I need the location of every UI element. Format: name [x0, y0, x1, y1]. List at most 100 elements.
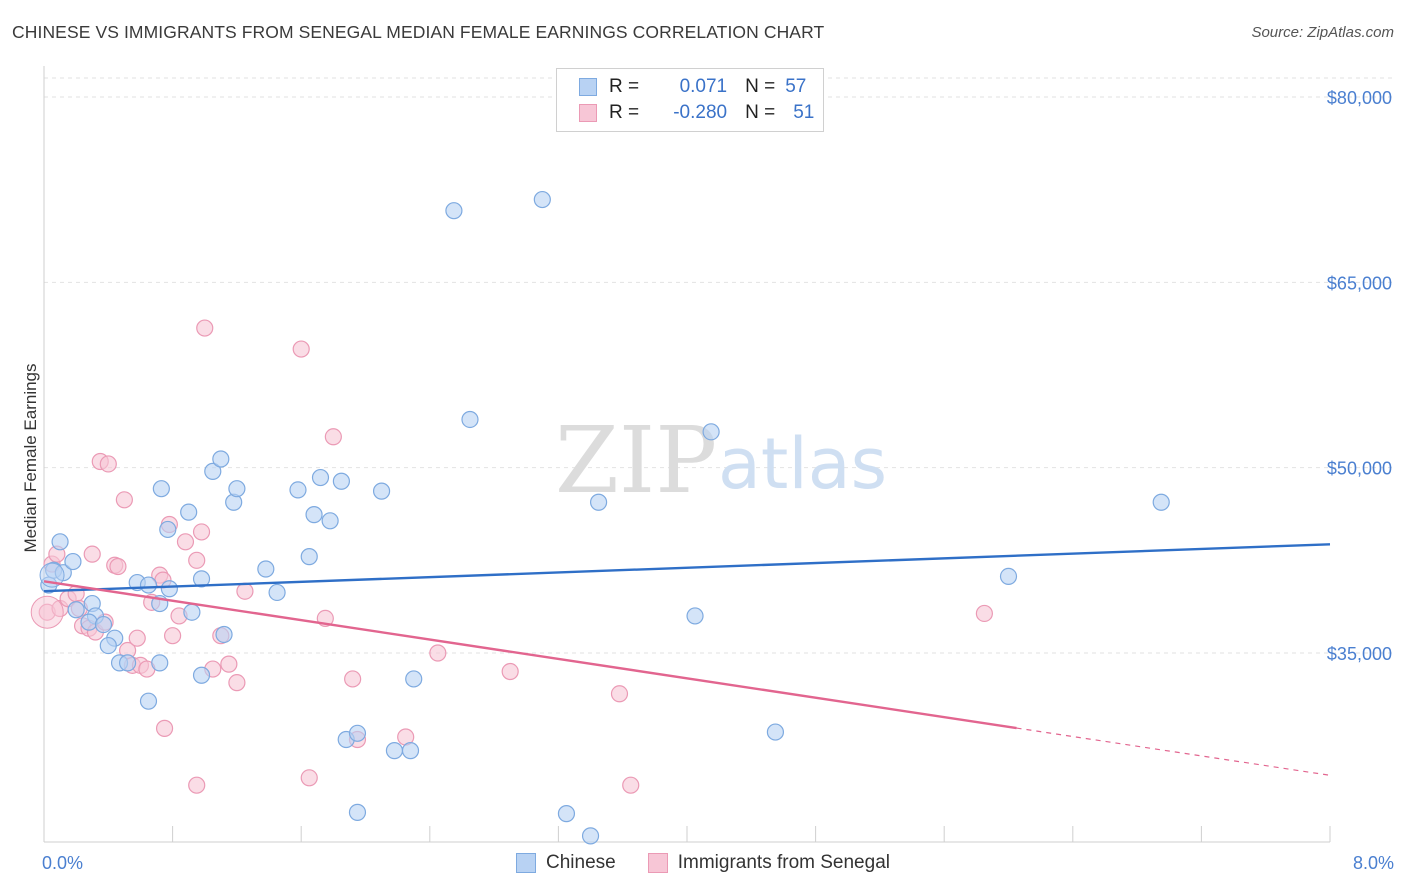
x-tick-label: 8.0% — [1353, 853, 1394, 873]
legend-box: R = 0.071 N = 57 R = -0.280 N = 51 — [556, 68, 824, 132]
watermark: ZIP atlas — [555, 407, 887, 514]
trend-line-senegal — [43, 580, 1017, 730]
data-point-chinese — [999, 567, 1018, 585]
trend-line-chinese — [43, 543, 1331, 593]
data-point-senegal — [128, 629, 146, 647]
x-tick-labels: 0.0% 8.0% — [42, 853, 1394, 873]
data-point-chinese — [64, 552, 82, 571]
data-point-chinese — [686, 607, 704, 625]
data-point-chinese — [1152, 493, 1170, 511]
data-point-senegal — [975, 604, 993, 623]
data-point-chinese — [702, 423, 720, 441]
data-point-senegal — [99, 455, 117, 473]
axes — [43, 66, 1331, 843]
data-point-chinese — [385, 742, 404, 760]
data-point-chinese — [51, 533, 69, 551]
data-point-chinese — [300, 548, 318, 566]
data-point-senegal — [324, 428, 342, 446]
y-axis-title: Median Female Earnings — [21, 364, 40, 553]
series-senegal-points — [30, 319, 993, 794]
data-point-chinese — [94, 615, 113, 634]
legend-n-value: 57 — [785, 76, 807, 97]
data-point-senegal — [83, 545, 101, 563]
watermark-atlas: atlas — [718, 423, 887, 505]
bottom-legend-label-chinese: Chinese — [546, 852, 616, 873]
data-point-senegal — [622, 776, 640, 794]
trend-lines — [43, 543, 1331, 776]
data-point-chinese — [401, 742, 420, 760]
data-point-chinese — [557, 805, 576, 823]
y-tick-label: $65,000 — [1327, 273, 1392, 293]
data-point-senegal — [109, 557, 127, 576]
y-tick-label: $50,000 — [1327, 459, 1392, 479]
data-point-senegal — [196, 319, 214, 337]
bottom-legend-senegal: Immigrants from Senegal — [647, 852, 890, 874]
data-point-senegal — [610, 685, 629, 703]
bottom-legend-swatch-chinese — [516, 853, 537, 873]
data-point-chinese — [159, 520, 177, 539]
data-point-chinese — [533, 190, 551, 209]
data-point-chinese — [372, 482, 391, 500]
bottom-legend-chinese: Chinese — [516, 852, 616, 874]
data-point-chinese — [581, 827, 600, 845]
data-point-senegal-cluster — [30, 595, 64, 629]
chart-title: CHINESE VS IMMIGRANTS FROM SENEGAL MEDIA… — [12, 22, 825, 42]
y-tick-label: $80,000 — [1327, 88, 1392, 108]
data-point-chinese — [151, 654, 169, 672]
source-label: Source: ZipAtlas.com — [1251, 24, 1394, 41]
data-point-senegal — [155, 719, 174, 737]
legend-swatch-chinese — [579, 78, 597, 96]
y-tick-labels: $35,000 $50,000 $65,000 $80,000 — [1327, 88, 1392, 664]
data-point-chinese — [321, 512, 339, 530]
data-point-chinese — [228, 480, 246, 498]
data-point-senegal — [188, 551, 206, 569]
legend-n-label: N = — [745, 76, 776, 97]
data-point-chinese — [152, 480, 170, 498]
data-point-chinese — [289, 481, 307, 499]
series-chinese-points — [39, 190, 1170, 845]
data-point-chinese — [67, 601, 85, 619]
data-point-chinese — [305, 506, 323, 524]
data-point-chinese — [461, 410, 479, 429]
data-point-chinese — [348, 803, 367, 821]
data-point-chinese — [257, 560, 275, 578]
data-point-senegal — [115, 491, 133, 509]
bottom-legend-label-senegal: Immigrants from Senegal — [677, 852, 890, 873]
data-point-chinese — [183, 603, 201, 621]
data-point-senegal — [501, 662, 519, 681]
data-point-senegal — [188, 776, 206, 794]
data-point-senegal — [192, 523, 211, 541]
data-point-senegal — [429, 644, 447, 662]
data-point-chinese — [139, 576, 158, 594]
legend-n-label: N = — [745, 102, 776, 123]
data-point-chinese — [445, 202, 463, 220]
legend-r-value: 0.071 — [679, 76, 728, 97]
data-point-senegal — [164, 627, 182, 645]
data-point-senegal — [236, 582, 254, 600]
data-point-chinese — [589, 493, 608, 511]
data-point-chinese — [139, 692, 158, 710]
watermark-zip: ZIP — [555, 407, 717, 514]
data-point-chinese — [348, 724, 367, 742]
legend-r-label: R = — [609, 102, 640, 123]
data-point-senegal — [176, 533, 195, 551]
bottom-legend: Chinese Immigrants from Senegal — [0, 852, 1406, 874]
legend-swatch-senegal — [579, 104, 597, 122]
x-tick-label: 0.0% — [42, 853, 83, 873]
legend-r-value: -0.280 — [673, 102, 728, 123]
y-tick-label: $35,000 — [1327, 644, 1392, 664]
data-point-chinese — [80, 613, 98, 631]
trend-line-senegal-dashed — [1016, 727, 1331, 776]
data-point-chinese — [118, 654, 137, 672]
data-point-senegal — [220, 655, 238, 673]
data-point-chinese — [766, 723, 785, 741]
legend-row-senegal: R = -0.280 N = 51 — [579, 100, 814, 126]
data-point-chinese — [204, 462, 222, 480]
legend-row-chinese: R = 0.071 N = 57 — [579, 74, 806, 100]
data-point-chinese — [192, 666, 211, 684]
data-point-senegal — [228, 674, 246, 692]
data-point-senegal — [292, 340, 310, 358]
legend-r-label: R = — [609, 76, 640, 97]
data-point-chinese — [160, 580, 178, 598]
data-point-chinese — [311, 468, 330, 487]
